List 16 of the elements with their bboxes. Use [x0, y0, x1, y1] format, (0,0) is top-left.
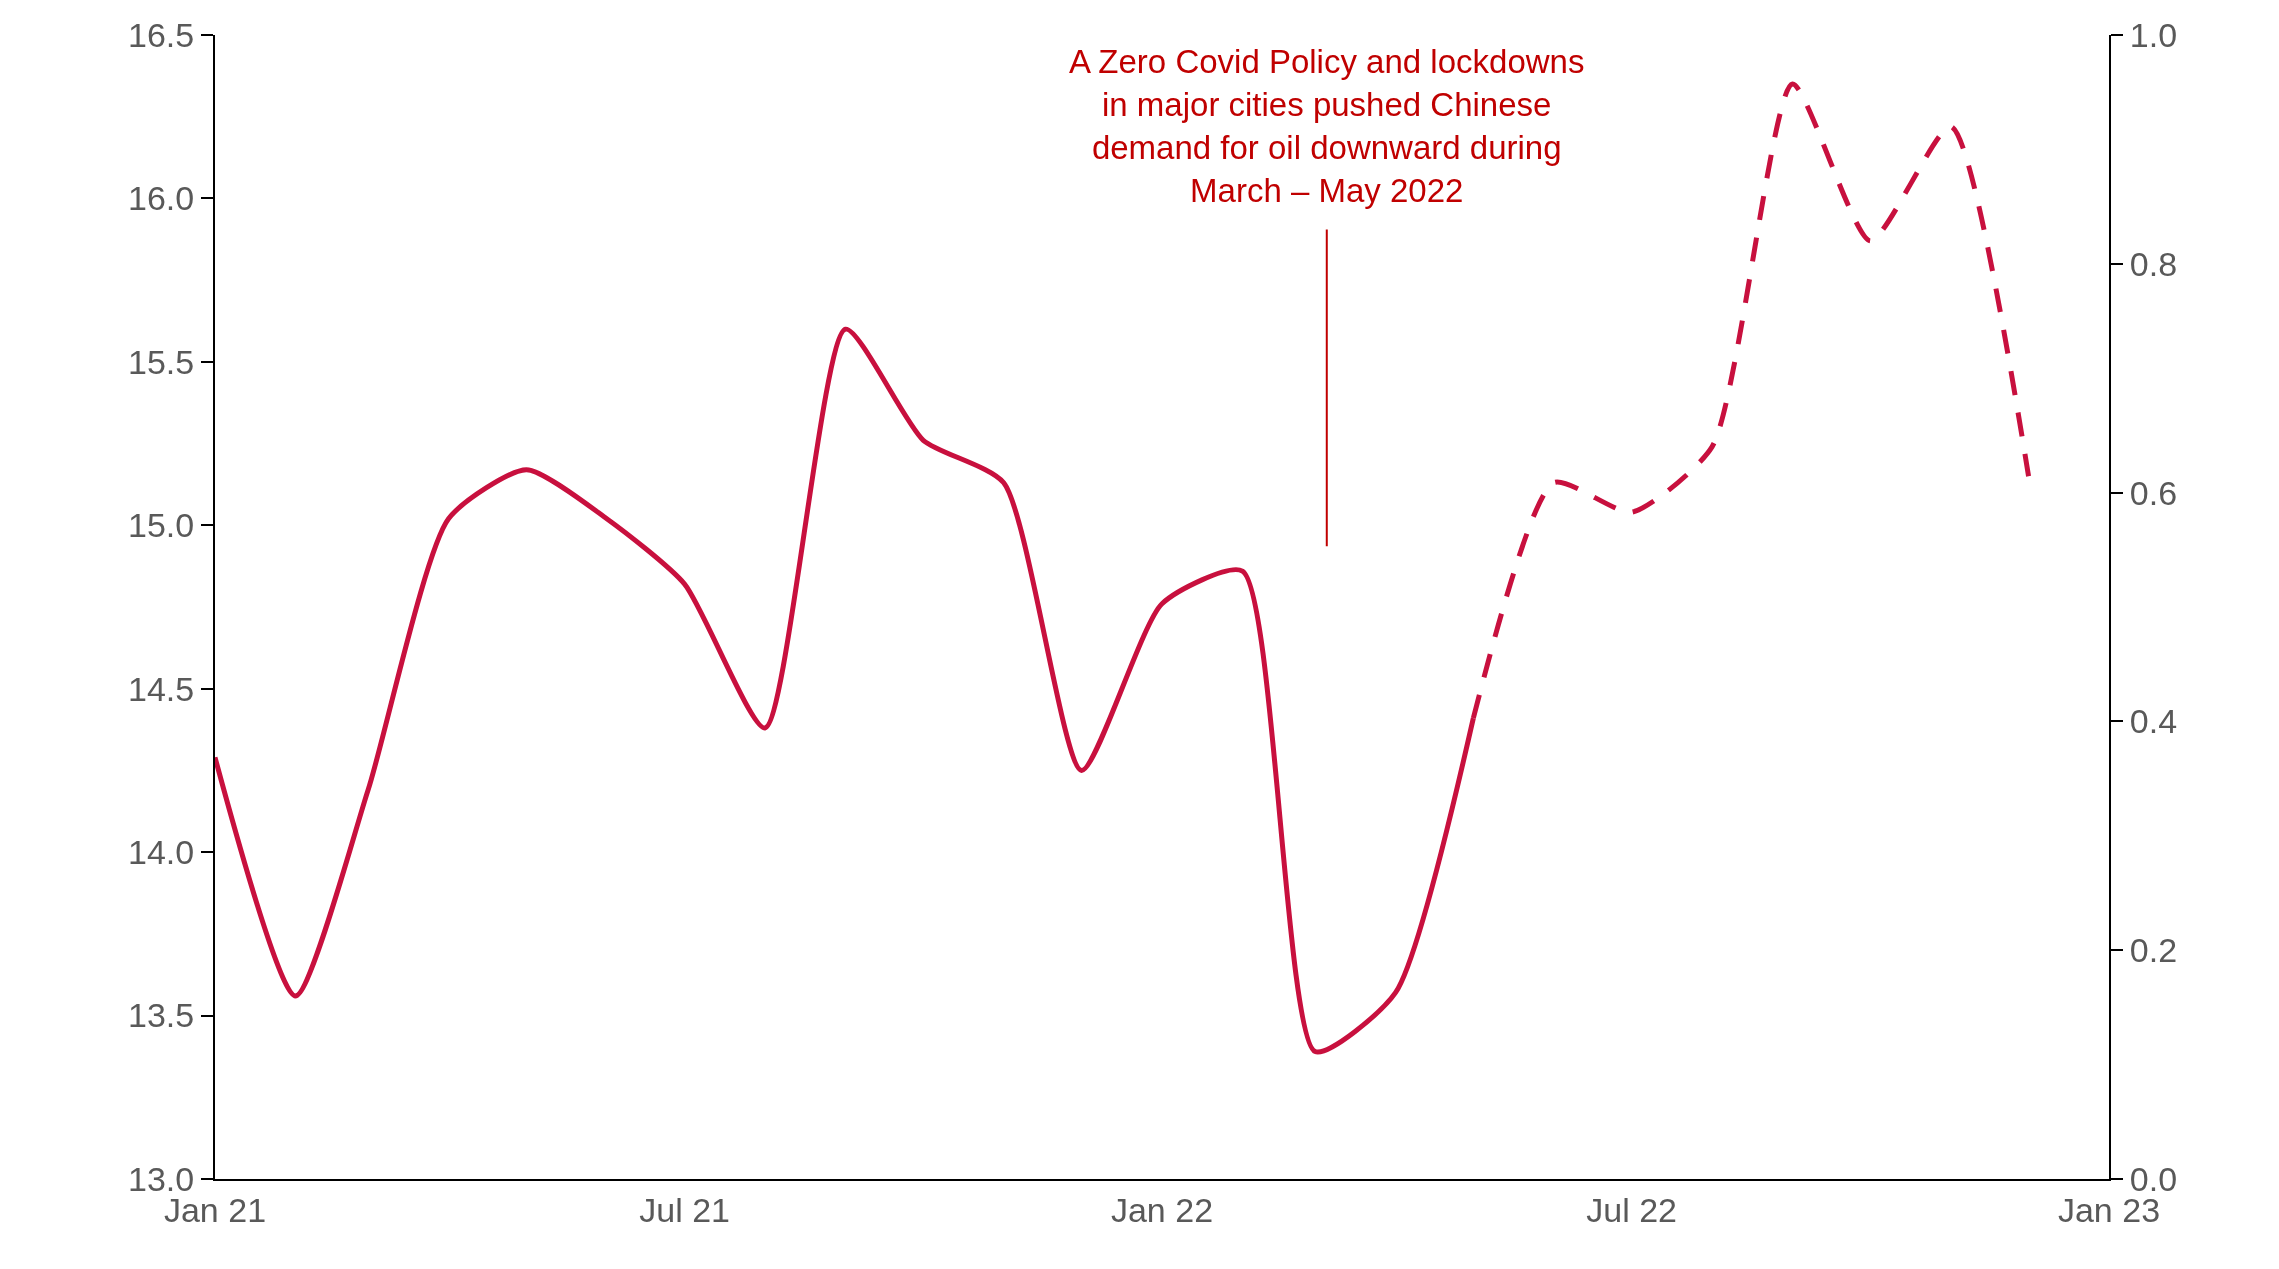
y-tick-label: 16.5 [128, 15, 195, 54]
y-tick-label: 14.5 [128, 669, 195, 708]
y2-tick-label: 0.8 [2129, 244, 2178, 283]
y2-tick-label: 1.0 [2129, 15, 2178, 54]
y2-tick-label: 0.4 [2129, 702, 2178, 741]
y-tick-label: 15.5 [128, 342, 195, 381]
y-tick-label: 16.0 [128, 179, 195, 218]
y2-tick-label: 0.6 [2129, 473, 2178, 512]
y2-tick-label: 0.2 [2129, 931, 2178, 970]
y-tick-label: 15.0 [128, 506, 195, 545]
x-tick-label: Jul 21 [639, 1190, 730, 1229]
x-tick-label: Jan 22 [1110, 1190, 1214, 1229]
y-tick-label: 14.0 [128, 833, 195, 872]
x-tick-label: Jul 22 [1586, 1190, 1677, 1229]
y-tick-label: 13.5 [128, 996, 195, 1035]
annotation: A Zero Covid Policy and lockdowns in major cities pushed Chinese demand for oil downward during March – May 2022 [1069, 43, 1585, 209]
